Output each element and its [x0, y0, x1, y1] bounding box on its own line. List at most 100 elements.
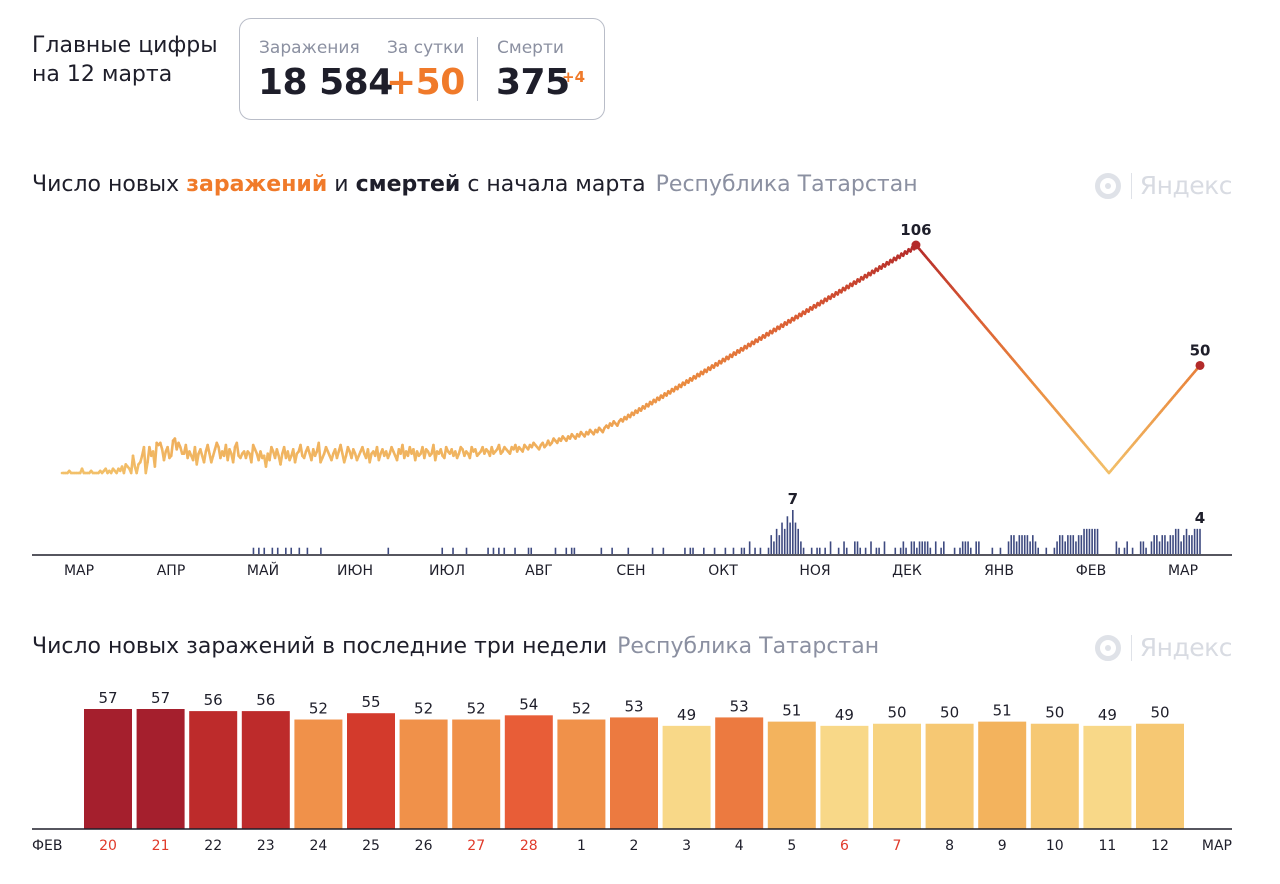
deaths-bar [703, 547, 705, 554]
deaths-bar [1032, 535, 1034, 554]
day-bar [662, 725, 711, 829]
deaths-bar [554, 547, 557, 554]
brand-divider-2 [1130, 634, 1132, 661]
day-bar [136, 709, 185, 829]
infections-line-segment [153, 441, 158, 468]
infections-line-segment [195, 452, 200, 466]
infections-line-segment [162, 450, 168, 462]
x-tick-label: АПР [157, 563, 186, 579]
day-bar-value: 53 [730, 697, 749, 715]
chart1-title-part1: Число новых [32, 172, 187, 197]
x-tick-label: ИЮЛ [429, 563, 465, 579]
deaths-bar [627, 547, 630, 554]
deaths-bar [487, 547, 489, 554]
deaths-bar [724, 547, 727, 554]
deaths-last-label: 4 [1195, 509, 1205, 527]
x-tick-label: МАЙ [247, 561, 279, 579]
deaths-bar [878, 547, 880, 554]
deaths-bar [1058, 535, 1061, 554]
chart1-title-part2: и [327, 172, 356, 197]
day-bar [1136, 723, 1184, 829]
deaths-bar [565, 547, 568, 554]
deaths-bar [789, 522, 791, 554]
deaths-bar [1034, 541, 1037, 554]
deaths-bar [1007, 541, 1010, 554]
deaths-bar [692, 547, 694, 554]
deaths-bar [1064, 541, 1066, 554]
day-bar-value: 55 [361, 693, 380, 711]
chart1-title-deaths: смертей [355, 172, 461, 197]
deaths-bar [1018, 535, 1021, 554]
day-label: 6 [840, 838, 849, 854]
deaths-bar [1010, 535, 1013, 554]
infections-last-point [1195, 360, 1205, 370]
deaths-bar [1023, 535, 1026, 554]
infections-line-segment [202, 450, 208, 464]
deaths-bar [1075, 541, 1077, 554]
day-bar [452, 719, 501, 829]
deaths-bar [899, 547, 902, 554]
deaths-bar [306, 547, 309, 554]
deaths-bar [1185, 528, 1188, 554]
day-bar-value: 50 [1150, 704, 1169, 722]
deaths-bar [818, 547, 821, 554]
deaths-bar [573, 547, 576, 554]
day-bar [294, 719, 343, 829]
day-bar [1083, 725, 1132, 829]
deaths-bar [1145, 547, 1147, 554]
yandex-logo-icon-2[interactable]: Яндекс [1094, 633, 1233, 662]
chart1-title: Число новых заражений и смертей с начала… [32, 172, 918, 197]
deaths-bar [967, 541, 969, 554]
day-label: 22 [204, 838, 222, 854]
day-label: 24 [309, 838, 327, 854]
deaths-bar [953, 547, 956, 554]
deaths-bar [1156, 535, 1158, 554]
yandex-ring-icon [1094, 172, 1121, 199]
day-label: 3 [682, 838, 691, 854]
x-tick-label: МАР [64, 563, 94, 579]
deaths-bar [918, 541, 921, 554]
headline-line2: на 12 марта [32, 62, 173, 87]
deaths-bar [797, 528, 799, 554]
chart2-region: Республика Татарстан [617, 634, 880, 659]
day-bar-value: 50 [1045, 704, 1064, 722]
day-bar [84, 709, 132, 829]
day-label: 27 [467, 838, 485, 854]
deaths-bar [1191, 535, 1193, 554]
brand-label-2: Яндекс [1139, 633, 1233, 662]
deaths-bar [1118, 547, 1120, 554]
deaths-bar [258, 547, 260, 554]
day-bar [557, 719, 606, 829]
deaths-bar [1164, 535, 1166, 554]
deaths-bar [1183, 535, 1185, 554]
deaths-bar [662, 547, 665, 554]
deaths-bar [964, 541, 967, 554]
infections-line-segment [317, 441, 322, 464]
deaths-bar [1199, 528, 1201, 554]
infections-line-segment [279, 452, 284, 466]
day-label: 28 [520, 838, 538, 854]
summary-card: Заражения 18 584 За сутки +50 Смерти 375… [239, 18, 605, 120]
day-label: 2 [630, 838, 639, 854]
infections-line-segment [368, 452, 373, 464]
deaths-bar [1193, 528, 1196, 554]
x-tick-label: ОКТ [708, 563, 738, 579]
deaths-bar [978, 541, 980, 554]
deaths-bar [778, 535, 781, 554]
deaths-bar [837, 547, 840, 554]
deaths-bar [864, 547, 867, 554]
day-bar [767, 721, 816, 829]
deaths-bar [926, 541, 929, 554]
day-bar-value: 51 [782, 702, 801, 720]
deaths-bar [1094, 528, 1096, 554]
x-tick-label: АВГ [525, 563, 553, 579]
deaths-bar [1077, 535, 1080, 554]
deaths-bar [651, 547, 654, 554]
deaths-bar [773, 541, 775, 554]
yandex-logo-icon[interactable]: Яндекс [1094, 171, 1233, 200]
day-label: 9 [998, 838, 1007, 854]
infections-line-segment [169, 439, 175, 458]
deaths-bar [1072, 535, 1075, 554]
daily-value: +50 [386, 62, 465, 103]
deaths-bar [320, 547, 322, 554]
